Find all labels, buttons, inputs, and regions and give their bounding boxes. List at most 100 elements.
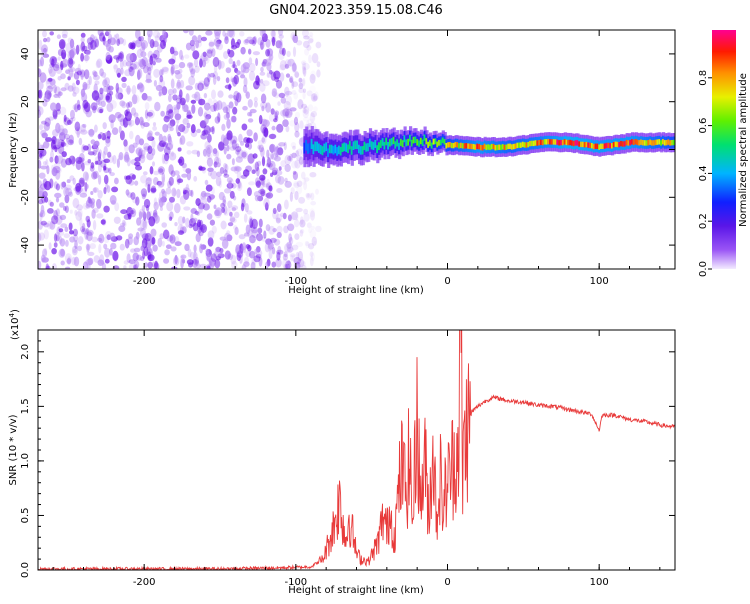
spectrogram-noise-cell — [243, 66, 250, 74]
spectrogram-band-core — [414, 136, 418, 143]
spectrogram-noise-cell — [310, 225, 315, 231]
spectrogram-noise-cell — [245, 250, 251, 258]
spectrogram-noise-cell — [177, 215, 184, 226]
colorbar-gradient — [712, 30, 736, 269]
spectrogram-noise-cell — [60, 260, 65, 266]
spectrogram-band-core — [343, 142, 347, 152]
spectrogram-xtick-label: 0 — [444, 276, 450, 287]
spectrogram-band-core — [516, 142, 520, 149]
spectrogram-noise-cell — [98, 92, 104, 101]
spectrogram-band-core — [520, 142, 524, 148]
spectrogram-noise-cell — [193, 244, 197, 253]
spectrogram-noise-cell — [148, 216, 156, 227]
spectrogram-noise-cell — [284, 164, 291, 173]
spectrogram-noise-cell — [98, 233, 105, 244]
spectrogram-noise-cell — [53, 209, 58, 221]
spectrogram-noise-cell — [152, 122, 157, 127]
spectrogram-band-core — [651, 140, 655, 146]
spectrogram-noise-cell — [183, 206, 191, 211]
spectrogram-noise-cell — [300, 136, 304, 147]
colorbar-tick-label: 0.6 — [698, 118, 709, 134]
spectrogram-noise-cell — [124, 111, 132, 122]
spectrogram-noise-cell — [48, 68, 56, 77]
spectrogram-band-core — [543, 139, 547, 145]
spectrogram-noise-cell — [246, 210, 253, 215]
spectrogram-noise-cell — [277, 245, 282, 255]
spectrogram-noise-cell — [315, 225, 322, 233]
spectrogram-noise-cell — [68, 66, 76, 73]
spectrogram-noise-cell — [82, 261, 89, 269]
spectrogram-noise-cell — [292, 46, 297, 57]
spectrogram-noise-cell — [315, 41, 322, 49]
spectrogram-noise-cell — [84, 69, 90, 80]
spectrogram-noise-cell — [86, 219, 91, 228]
spectrogram-noise-cell — [268, 158, 271, 165]
spectrogram-noise-cell — [125, 88, 133, 93]
spectrogram-marks — [38, 30, 675, 269]
spectrogram-noise-cell — [118, 152, 124, 161]
spectrogram-noise-cell — [152, 40, 159, 48]
spectrogram-noise-cell — [228, 57, 233, 65]
spectrogram-band-core — [370, 141, 374, 150]
spectrogram-noise-cell — [192, 222, 199, 232]
spectrogram-band-core — [649, 139, 653, 145]
spectrogram-noise-cell — [297, 258, 305, 268]
spectrogram-noise-cell — [176, 79, 181, 89]
spectrogram-noise-cell — [293, 180, 299, 187]
spectrogram-noise-cell — [275, 174, 281, 184]
spectrogram-noise-cell — [162, 67, 169, 74]
spectrogram-noise-cell — [124, 69, 132, 77]
spectrogram-noise-cell — [75, 79, 80, 86]
spectrogram-band-core — [603, 143, 607, 149]
spectrogram-band-core — [623, 141, 627, 147]
spectrogram-noise-cell — [139, 153, 146, 164]
spectrogram-band-core — [581, 141, 586, 148]
spectrogram-band-core — [580, 141, 584, 148]
spectrogram-noise-cell — [230, 38, 236, 48]
spectrogram-noise-cell — [235, 156, 243, 163]
spectrogram-band-core — [636, 139, 640, 146]
spectrogram-noise-cell — [282, 258, 289, 269]
spectrogram-noise-cell — [268, 133, 277, 140]
colorbar-ticks: 0.00.20.40.60.8 — [698, 70, 712, 277]
spectrogram-noise-cell — [235, 247, 242, 256]
spectrogram-noise-cell — [147, 66, 152, 76]
spectrogram-band-core — [523, 142, 527, 148]
spectrogram-noise-cell — [236, 181, 243, 192]
spectrogram-noise-cell — [92, 149, 97, 156]
spectrogram-band-core — [496, 144, 500, 151]
spectrogram-noise-cell — [306, 193, 311, 200]
spectrogram-noise-cell — [238, 133, 243, 143]
spectrogram-noise-cell — [177, 178, 184, 183]
spectrogram-noise-cell — [219, 247, 224, 254]
spectrogram-noise-cell — [51, 263, 57, 269]
spectrogram-noise-cell — [61, 181, 67, 188]
spectrogram-noise-cell — [255, 246, 261, 253]
spectrogram-band-core — [456, 142, 460, 148]
spectrogram-noise-cell — [213, 161, 218, 168]
spectrogram-noise-cell — [86, 37, 94, 45]
spectrogram-band-core — [458, 143, 462, 149]
spectrogram-band-core — [383, 141, 387, 150]
spectrogram-noise-cell — [230, 254, 237, 265]
spectrogram-noise-cell — [195, 233, 201, 243]
snr-ytick-label: 0.0 — [20, 562, 31, 578]
spectrogram-noise-cell — [122, 38, 127, 46]
spectrogram-noise-cell — [162, 135, 167, 143]
spectrogram-noise-cell — [150, 187, 157, 193]
spectrogram-noise-cell — [276, 188, 283, 193]
spectrogram-noise-cell — [76, 128, 80, 138]
spectrogram-noise-cell — [133, 260, 140, 269]
spectrogram-noise-cell — [142, 191, 147, 198]
spectrogram-noise-cell — [144, 109, 149, 119]
spectrogram-band-core — [671, 140, 675, 146]
spectrogram-noise-cell — [242, 169, 250, 177]
spectrogram-noise-cell — [238, 180, 242, 189]
spectrogram-band-core — [667, 139, 671, 145]
spectrogram-noise-cell — [107, 151, 112, 158]
spectrogram-noise-cell — [240, 46, 246, 55]
spectrogram-noise-cell — [279, 60, 287, 71]
spectrogram-noise-cell — [132, 94, 140, 104]
spectrogram-noise-cell — [188, 189, 193, 197]
